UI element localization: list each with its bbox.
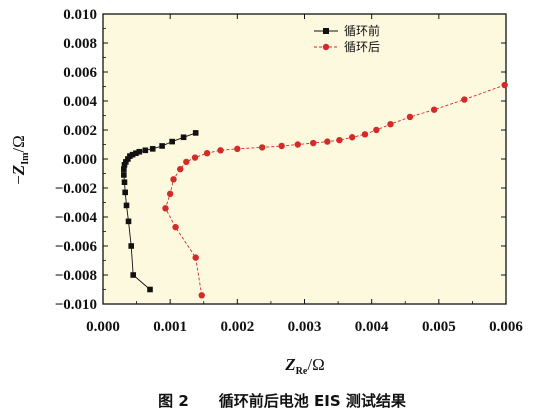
data-point-after (336, 136, 343, 144)
data-point-after (198, 292, 205, 299)
legend-marker-before (323, 28, 329, 34)
data-point-after (278, 142, 285, 150)
data-point-before (129, 151, 136, 158)
data-point-after (387, 121, 394, 128)
data-point-after (162, 205, 169, 212)
data-point-after (177, 165, 184, 173)
data-point-before (123, 202, 130, 209)
x-tick-label: 0.003 (288, 319, 322, 335)
x-tick-label: 0.000 (86, 319, 120, 335)
y-tick-label: 0.000 (63, 152, 97, 168)
data-point-before (192, 130, 199, 136)
data-point-before (121, 172, 127, 178)
data-point-after (361, 131, 369, 138)
data-point-after (203, 150, 211, 157)
legend-label-after: 循环后 (344, 40, 380, 54)
figure-caption: 图 2 循环前后电池 EIS 测试结果 (158, 392, 407, 410)
data-point-before (121, 162, 128, 168)
data-point-after (294, 141, 301, 148)
data-point-before (142, 147, 149, 154)
data-point-before (159, 143, 165, 149)
x-tick-labels: 0.000 0.001 0.002 0.003 0.004 0.005 0.006 (86, 319, 523, 335)
data-point-after (310, 139, 317, 147)
y-tick-label: −0.008 (55, 268, 97, 284)
data-point-before (128, 243, 135, 249)
x-tick-label: 0.002 (220, 319, 254, 335)
data-point-before (125, 218, 132, 225)
axis-ticks (102, 13, 507, 305)
data-point-before (130, 272, 137, 278)
y-tick-label: 0.008 (63, 36, 97, 52)
data-point-before (122, 189, 128, 196)
data-point-after (324, 138, 331, 145)
y-tick-label: −0.006 (55, 239, 98, 255)
data-point-after (348, 134, 356, 141)
data-point-after (170, 176, 177, 183)
x-tick-label: 0.006 (489, 319, 523, 335)
data-point-after (461, 96, 468, 103)
legend-marker-after (322, 43, 330, 51)
data-point-before (169, 138, 175, 145)
y-axis-label: −ZIm/Ω (9, 135, 31, 185)
data-point-before (133, 150, 139, 156)
data-point-before (147, 286, 153, 293)
data-point-after (217, 147, 224, 154)
y-tick-label: −0.010 (55, 297, 97, 313)
legend: 循环前 循环后 (314, 23, 380, 54)
data-point-after (172, 223, 179, 231)
legend-label-before: 循环前 (344, 23, 380, 38)
y-tick-labels: 0.010 0.008 0.006 0.004 0.002 0.000 −0.002 −0.0… (55, 7, 98, 313)
data-point-before (123, 159, 129, 165)
y-tick-label: −0.004 (55, 210, 98, 226)
data-point-after (406, 113, 414, 121)
data-point-before (125, 156, 131, 162)
data-point-after (234, 145, 241, 153)
data-point-after (191, 154, 199, 161)
data-point-after (373, 126, 380, 134)
data-point-before (136, 148, 143, 155)
data-point-after (258, 144, 266, 151)
y-tick-label: 0.002 (63, 123, 97, 139)
data-point-after (166, 190, 174, 197)
data-point-before (121, 166, 127, 172)
plot-area (102, 13, 507, 305)
series-layer (121, 81, 508, 299)
y-tick-label: −0.002 (55, 181, 97, 197)
x-tick-label: 0.004 (355, 319, 389, 335)
x-tick-label: 0.005 (422, 319, 456, 335)
data-point-after (183, 158, 190, 166)
data-point-after (192, 254, 199, 261)
y-tick-label: 0.010 (63, 7, 97, 23)
x-tick-label: 0.001 (153, 319, 187, 335)
data-point-before (180, 134, 187, 141)
x-axis-label: ZRe/Ω (284, 355, 324, 377)
data-point-before (149, 146, 156, 152)
series-line-2 (165, 84, 505, 296)
data-point-after (501, 81, 508, 89)
data-point-before (121, 179, 128, 185)
y-tick-label: 0.006 (63, 65, 97, 81)
y-tick-label: 0.004 (63, 94, 97, 110)
data-point-after (430, 106, 438, 113)
